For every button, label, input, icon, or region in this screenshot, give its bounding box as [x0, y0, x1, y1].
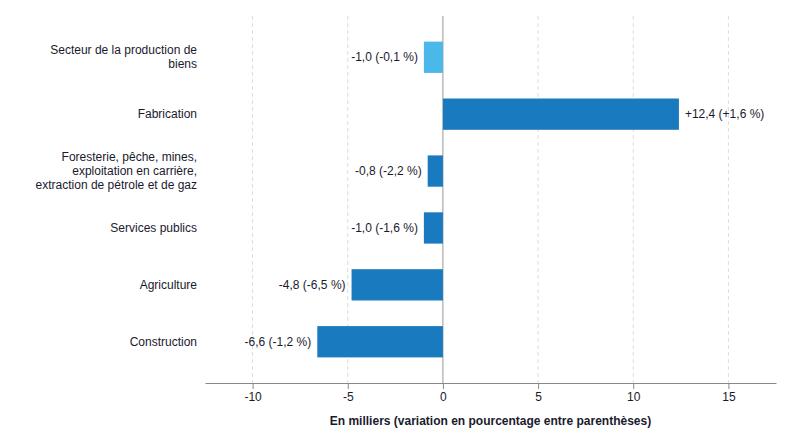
y-tick-label-line: Foresterie, pêche, mines,	[62, 150, 197, 164]
x-tick-mark	[633, 383, 634, 389]
bar	[443, 99, 679, 130]
data-label: -1,0 (-1,6 %)	[351, 221, 418, 235]
x-tick-label: -5	[343, 390, 354, 404]
x-tick-label: 0	[440, 390, 447, 404]
chart: -6,6 (-1,2 %) -4,8 (-6,5 %) -1,0 (-1,6 %) -…	[0, 0, 800, 441]
y-tick: Fabrication	[138, 107, 197, 121]
data-labels: -6,6 (-1,2 %) -4,8 (-6,5 %) -1,0 (-1,6 %) -…	[245, 50, 765, 348]
y-tick-label-line: biens	[168, 57, 197, 71]
x-tick-mark	[728, 383, 729, 389]
y-tick-label: Secteur de la production debiens	[50, 43, 197, 71]
grid-line	[633, 16, 634, 383]
y-tick-label-line: Services publics	[110, 221, 197, 235]
x-tick-label: 5	[535, 390, 542, 404]
x-tick: 15	[722, 383, 736, 404]
plot: -6,6 (-1,2 %) -4,8 (-6,5 %) -1,0 (-1,6 %) -…	[36, 16, 777, 428]
bar	[424, 42, 443, 73]
bar	[424, 212, 443, 243]
bar	[317, 326, 443, 357]
data-label: -0,8 (-2,2 %)	[355, 164, 422, 178]
grid-line	[538, 16, 539, 383]
y-tick-label-line: Construction	[130, 335, 197, 349]
x-tick-mark	[253, 383, 254, 389]
x-tick: -5	[343, 383, 354, 404]
y-tick-label-line: exploitation en carrière,	[72, 164, 197, 178]
x-tick: 0	[440, 383, 447, 404]
x-axis-title: En milliers (variation en pourcentage en…	[330, 414, 651, 428]
x-axis: -10 -5 0 5 10 15	[206, 383, 777, 404]
x-tick-mark	[538, 383, 539, 389]
bars	[317, 42, 679, 358]
grid-line	[252, 16, 253, 383]
y-tick: Construction	[130, 335, 197, 349]
x-tick: -10	[244, 383, 262, 404]
y-axis: Construction Agriculture Services publics F…	[36, 43, 198, 348]
x-tick: 5	[535, 383, 542, 404]
x-tick-label: 15	[722, 390, 736, 404]
y-tick-label-line: Fabrication	[138, 107, 197, 121]
y-tick: Agriculture	[140, 278, 198, 292]
x-tick-label: -10	[244, 390, 262, 404]
bar	[352, 269, 443, 300]
y-tick-label: Agriculture	[140, 278, 198, 292]
grid-line	[728, 16, 729, 383]
x-tick: 10	[627, 383, 641, 404]
x-axis-line	[206, 383, 777, 384]
y-tick: Foresterie, pêche, mines,exploitation en…	[36, 150, 197, 192]
y-tick: Secteur de la production debiens	[50, 43, 197, 71]
y-tick-label: Construction	[130, 335, 197, 349]
y-tick: Services publics	[110, 221, 197, 235]
x-tick-mark	[443, 383, 444, 389]
x-tick-label: 10	[627, 390, 641, 404]
y-tick-label-line: Secteur de la production de	[50, 43, 197, 57]
y-tick-label: Foresterie, pêche, mines,exploitation en…	[36, 150, 197, 192]
y-tick-label-line: extraction de pétrole et de gaz	[36, 178, 197, 192]
y-tick-label: Services publics	[110, 221, 197, 235]
bar	[428, 155, 443, 186]
y-tick-label: Fabrication	[138, 107, 197, 121]
x-tick-mark	[348, 383, 349, 389]
data-label: -4,8 (-6,5 %)	[279, 278, 346, 292]
data-label: +12,4 (+1,6 %)	[685, 107, 764, 121]
grid	[253, 16, 729, 383]
y-tick-label-line: Agriculture	[140, 278, 198, 292]
data-label: -1,0 (-0,1 %)	[351, 50, 418, 64]
data-label: -6,6 (-1,2 %)	[245, 335, 312, 349]
